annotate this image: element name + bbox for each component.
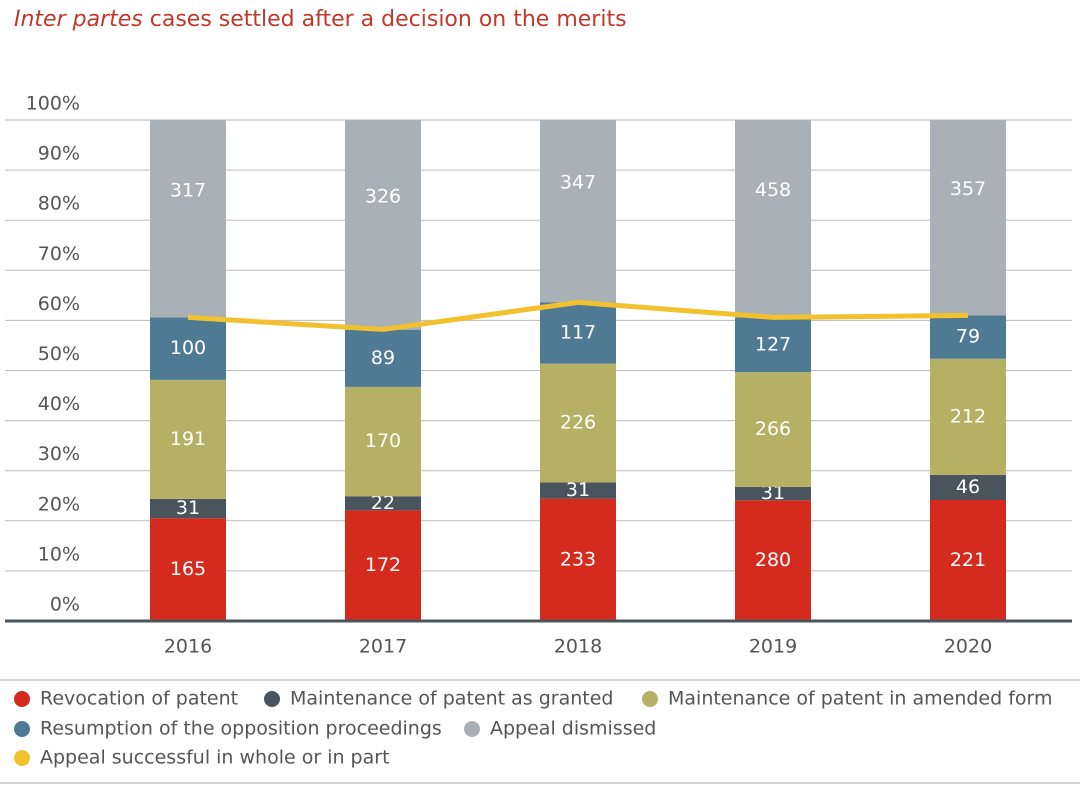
- data-label: 31: [176, 497, 200, 519]
- data-label: 226: [560, 412, 596, 434]
- chart-title: Inter partes cases settled after a decis…: [14, 7, 627, 32]
- bar-segment: [735, 120, 811, 318]
- data-label: 79: [956, 326, 980, 348]
- legend-swatch: [14, 691, 30, 707]
- x-tick-label: 2017: [359, 636, 407, 658]
- y-tick-label: 0%: [50, 594, 80, 616]
- bar-segment: [930, 474, 1006, 500]
- y-tick-label: 30%: [38, 443, 80, 465]
- bar-segment: [540, 482, 616, 499]
- bar-segment: [345, 120, 421, 330]
- bar-segment: [540, 302, 616, 364]
- data-label: 212: [950, 405, 986, 427]
- legend-swatch: [642, 691, 658, 707]
- data-label: 172: [365, 554, 401, 576]
- data-label: 22: [371, 492, 395, 514]
- data-label: 100: [170, 337, 206, 359]
- bar-segment: [735, 486, 811, 501]
- bar-segment: [540, 120, 616, 303]
- legend-label: Appeal dismissed: [490, 718, 656, 740]
- data-label: 347: [560, 172, 596, 194]
- bar-segment: [150, 518, 226, 621]
- data-label: 117: [560, 321, 596, 343]
- bar-segment: [345, 496, 421, 511]
- y-tick-label: 70%: [38, 243, 80, 265]
- bar-segment: [150, 120, 226, 318]
- data-label: 46: [956, 476, 980, 498]
- data-label: 233: [560, 548, 596, 570]
- line: [187, 299, 969, 332]
- y-tick-label: 100%: [26, 93, 80, 115]
- bar-segment: [540, 363, 616, 483]
- legend-label: Maintenance of patent as granted: [290, 688, 613, 710]
- data-label: 266: [755, 418, 791, 440]
- data-label: 89: [371, 347, 395, 369]
- legend-swatch: [264, 691, 280, 707]
- y-tick-label: 80%: [38, 193, 80, 215]
- bar-segment: [930, 120, 1006, 316]
- bar-segment: [150, 379, 226, 499]
- data-label: 165: [170, 558, 206, 580]
- bar-segment: [930, 499, 1006, 621]
- data-label: 357: [950, 178, 986, 200]
- bar-segment: [735, 500, 811, 621]
- bar-segment: [345, 329, 421, 387]
- data-label: 191: [170, 428, 206, 450]
- y-tick-label: 10%: [38, 543, 80, 565]
- bar-segment: [345, 386, 421, 497]
- title-italic: Inter partes: [14, 7, 143, 32]
- data-label: 326: [365, 185, 401, 207]
- bar-segment: [930, 315, 1006, 359]
- legend-label: Resumption of the opposition proceedings: [40, 718, 442, 740]
- y-tick-label: 50%: [38, 343, 80, 365]
- legend-swatch: [14, 750, 30, 766]
- data-label: 317: [170, 179, 206, 201]
- x-tick-label: 2016: [164, 636, 212, 658]
- legend-label: Maintenance of patent in amended form: [668, 688, 1053, 710]
- x-tick-label: 2019: [749, 636, 797, 658]
- y-tick-label: 20%: [38, 493, 80, 515]
- data-label: 31: [566, 479, 590, 501]
- legend-label: Revocation of patent: [40, 688, 238, 710]
- x-tick-label: 2020: [944, 636, 992, 658]
- legend-swatch: [464, 721, 480, 737]
- legend-swatch: [14, 721, 30, 737]
- x-tick-label: 2018: [554, 636, 602, 658]
- bar-segment: [930, 358, 1006, 475]
- data-label: 280: [755, 549, 791, 571]
- bar-segment: [735, 317, 811, 373]
- data-label: 127: [755, 333, 791, 355]
- y-tick-label: 40%: [38, 393, 80, 415]
- data-label: 31: [761, 482, 785, 504]
- y-tick-label: 90%: [38, 143, 80, 165]
- bar-segment: [735, 372, 811, 487]
- data-label: 458: [755, 179, 791, 201]
- y-tick-label: 60%: [38, 293, 80, 315]
- bar-segment: [540, 498, 616, 621]
- title-rest: cases settled after a decision on the me…: [150, 7, 627, 32]
- bar-segment: [345, 510, 421, 621]
- bar-segment: [150, 317, 226, 380]
- data-label: 170: [365, 430, 401, 452]
- bar-segment: [150, 498, 226, 519]
- data-label: 221: [950, 549, 986, 571]
- legend-label: Appeal successful in whole or in part: [40, 747, 390, 769]
